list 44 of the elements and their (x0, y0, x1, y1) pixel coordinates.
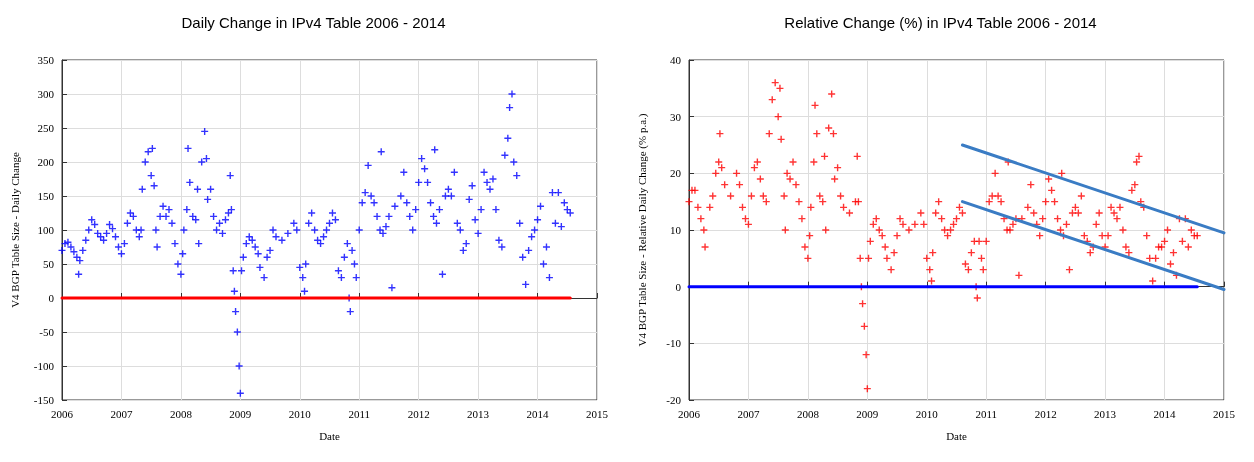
x-tick-label: 2014 (526, 407, 550, 420)
x-tick-label: 2012 (1034, 407, 1057, 420)
x-tick-label: 2013 (1094, 407, 1117, 420)
y-tick-label: 50 (43, 258, 55, 270)
y-tick-label: 30 (670, 110, 682, 123)
x-axis-title: Date (946, 429, 967, 442)
y-tick-label: 250 (37, 122, 55, 134)
y-tick-label: 150 (37, 190, 55, 202)
x-tick-label: 2010 (915, 407, 939, 420)
x-tick-label: 2007 (110, 407, 133, 420)
y-tick-label: 300 (37, 88, 55, 100)
y-tick-label: 20 (670, 167, 682, 180)
x-tick-label: 2014 (1153, 407, 1177, 420)
chart-title: Daily Change in IPv4 Table 2006 - 2014 (181, 14, 446, 31)
x-tick-label: 2007 (737, 407, 760, 420)
y-tick-label: -50 (39, 326, 55, 338)
y-tick-label: -20 (666, 394, 682, 406)
x-tick-label: 2009 (229, 407, 252, 420)
x-axis-title: Date (319, 429, 340, 442)
y-tick-label: -100 (33, 360, 55, 372)
x-tick-label: 2006 (51, 407, 74, 420)
y-tick-label: 10 (670, 224, 682, 236)
x-tick-label: 2015 (586, 407, 609, 420)
x-tick-label: 2010 (288, 407, 312, 420)
chart-title: Relative Change (%) in IPv4 Table 2006 - 2014 (784, 14, 1097, 31)
y-tick-label: -10 (666, 337, 682, 350)
x-tick-label: 2008 (169, 407, 193, 420)
x-tick-label: 2012 (407, 407, 430, 420)
y-tick-label: 350 (37, 54, 55, 66)
x-tick-label: 2008 (796, 407, 820, 420)
y-tick-label: 40 (670, 54, 682, 66)
y-tick-label: -150 (33, 394, 55, 406)
y-axis-title: V4 BGP Table Size - Daily Change (8, 152, 21, 308)
x-tick-label: 2006 (678, 407, 701, 420)
x-tick-label: 2011 (348, 407, 371, 420)
y-axis-title: V4 BGP Table Size - Relative Daily Change (% p.a.) (635, 113, 649, 347)
x-tick-label: 2011 (975, 407, 998, 420)
x-tick-label: 2009 (856, 407, 879, 420)
y-tick-label: 100 (37, 224, 55, 236)
y-tick-label: 0 (675, 280, 682, 293)
y-tick-label: 200 (37, 156, 55, 168)
x-tick-label: 2013 (467, 407, 490, 420)
x-tick-label: 2015 (1213, 407, 1236, 420)
y-tick-label: 0 (48, 292, 55, 304)
